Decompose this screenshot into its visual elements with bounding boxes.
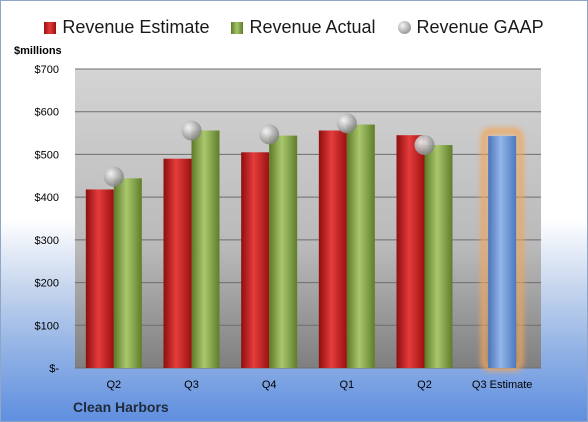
- x-tick-label: Q4: [262, 379, 277, 391]
- chart-marks: [85, 113, 524, 371]
- legend-swatch-estimate: [44, 21, 57, 34]
- company-name: Clean Harbors: [73, 399, 169, 415]
- legend: Revenue Estimate Revenue Actual Revenue …: [1, 17, 587, 38]
- y-tick-label: $400: [35, 192, 59, 204]
- marker-revenue-gaap: [259, 124, 280, 145]
- legend-swatch-gaap: [397, 21, 411, 34]
- bar-revenue-actual: [346, 124, 375, 369]
- marker-revenue-gaap: [103, 166, 124, 187]
- legend-item-gaap: Revenue GAAP: [397, 17, 544, 38]
- bar-revenue-actual: [113, 178, 142, 368]
- bar-revenue-estimate: [85, 189, 114, 368]
- y-tick-label: $600: [35, 107, 59, 119]
- y-tick-label: $500: [35, 149, 59, 161]
- marker-revenue-gaap: [181, 120, 202, 141]
- legend-label-actual: Revenue Actual: [249, 17, 376, 37]
- legend-item-actual: Revenue Actual: [231, 17, 376, 38]
- y-tick-label: $700: [35, 64, 59, 76]
- x-tick-label: Q3 Estimate: [472, 379, 533, 391]
- bar-revenue-estimate: [241, 152, 270, 368]
- y-tick-label: $300: [35, 235, 59, 247]
- legend-item-estimate: Revenue Estimate: [44, 17, 209, 38]
- x-tick-label: Q2: [106, 379, 121, 391]
- gridlines: [75, 68, 541, 369]
- marker-revenue-gaap: [414, 135, 435, 156]
- bar-revenue-estimate: [163, 158, 192, 368]
- y-tick-label: $100: [35, 320, 59, 332]
- x-tick-label: Q3: [184, 379, 199, 391]
- marker-revenue-gaap: [336, 113, 357, 134]
- y-tick-label: $200: [35, 278, 59, 290]
- legend-label-estimate: Revenue Estimate: [62, 17, 210, 37]
- legend-label-gaap: Revenue GAAP: [416, 17, 544, 37]
- bar-revenue-estimate: [318, 130, 347, 368]
- y-axis-ticks: $- $100 $200 $300 $400 $500 $600 $700: [35, 64, 60, 375]
- bar-revenue-actual: [269, 135, 298, 368]
- y-tick-label: $-: [49, 363, 59, 375]
- plot-area: [75, 69, 541, 368]
- bar-revenue-actual: [191, 130, 220, 368]
- legend-swatch-actual: [231, 21, 244, 34]
- x-tick-label: Q1: [339, 379, 354, 391]
- bar-revenue-estimate: [396, 135, 425, 368]
- x-tick-label: Q2: [417, 379, 432, 391]
- bar-revenue-estimate-forecast: [488, 136, 517, 368]
- x-axis-ticks: Q2 Q3 Q4 Q1 Q2 Q3 Estimate: [106, 379, 532, 391]
- y-axis-unit-label: $millions: [14, 45, 62, 57]
- bar-revenue-actual: [424, 145, 453, 368]
